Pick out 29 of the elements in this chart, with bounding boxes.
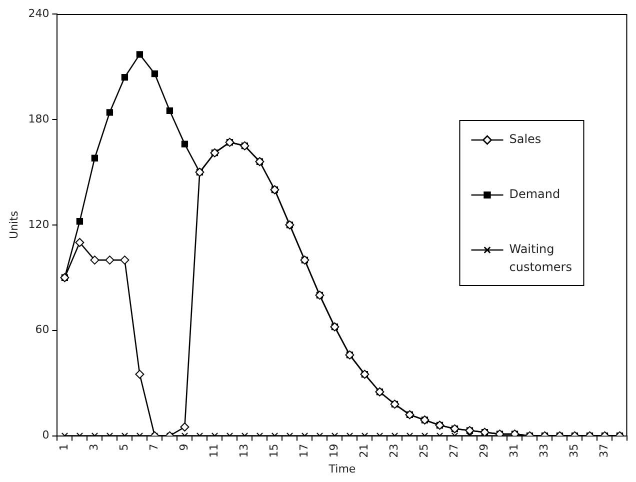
x-tick-label: 37: [598, 444, 611, 458]
x-tick-label: 33: [538, 444, 551, 458]
legend-label: Demand: [509, 187, 560, 202]
x-tick-label: 3: [88, 444, 101, 451]
y-tick-label: 180: [28, 112, 50, 126]
x-tick-label: 7: [148, 444, 161, 451]
x-tick-label: 19: [328, 444, 341, 458]
x-axis-title: Time: [328, 462, 356, 476]
x-tick-label: 35: [568, 444, 581, 458]
legend-label: Sales: [509, 132, 542, 146]
x-tick-label: 31: [508, 444, 521, 458]
y-tick-label: 240: [28, 6, 50, 20]
x-tick-label: 11: [208, 444, 221, 458]
x-tick-label: 23: [388, 444, 401, 458]
x-tick-label: 25: [418, 444, 431, 458]
x-tick-label: 9: [178, 444, 191, 451]
x-tick-label: 13: [238, 444, 251, 458]
y-axis-title: Units: [7, 210, 20, 239]
x-tick-label: 15: [268, 444, 281, 458]
x-tick-label: 1: [58, 444, 71, 451]
x-tick-label: 29: [478, 444, 491, 458]
x-tick-label: 21: [358, 444, 371, 458]
y-tick-label: 0: [42, 428, 50, 442]
y-tick-label: 120: [28, 218, 50, 231]
legend-label: Waiting customers: [509, 242, 572, 274]
x-tick-label: 27: [448, 444, 461, 458]
x-tick-label: 17: [298, 444, 311, 458]
y-tick-label: 60: [35, 323, 50, 336]
x-tick-label: 5: [118, 444, 131, 451]
